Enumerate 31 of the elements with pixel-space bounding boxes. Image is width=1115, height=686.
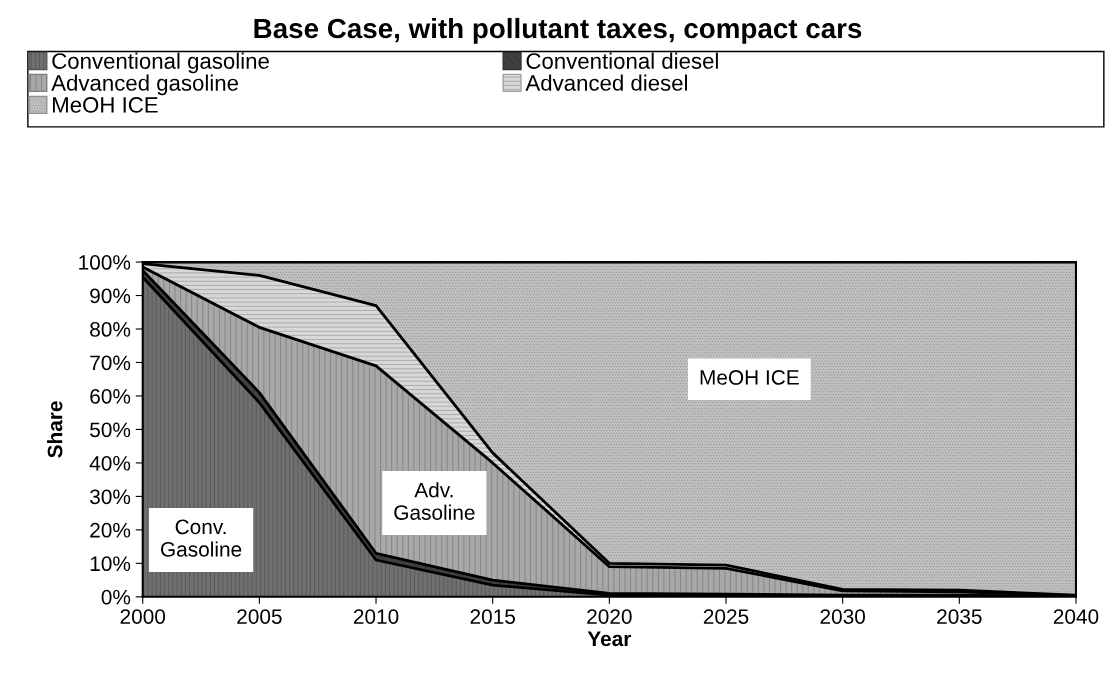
x-tick-label: 2040 <box>1053 609 1099 624</box>
x-tick-label: 2035 <box>937 609 982 624</box>
legend-label: Conventional gasoline <box>52 52 269 74</box>
x-tick-label: 2005 <box>237 609 282 624</box>
annotation: MeOH ICE <box>700 370 799 385</box>
y-tick-label: 60% <box>90 388 131 404</box>
legend-label: Conventional diesel <box>526 52 718 69</box>
y-tick-label: 100% <box>79 255 131 270</box>
y-tick-label: 20% <box>90 522 131 538</box>
x-tick-label: 2000 <box>120 609 166 624</box>
y-tick-label: 0% <box>101 589 131 605</box>
annotation: Adv. Gasoline <box>394 482 475 520</box>
x-axis-title: Year <box>587 631 632 647</box>
y-tick-label: 30% <box>90 489 131 505</box>
legend-label: MeOH ICE <box>53 97 158 113</box>
legend-label: Advanced gasoline <box>51 74 238 96</box>
x-tick-label: 2020 <box>587 609 632 624</box>
x-tick-label: 2015 <box>470 609 515 624</box>
legend-label: Advanced diesel <box>525 74 687 91</box>
y-tick-label: 40% <box>89 455 131 471</box>
y-tick-label: 70% <box>90 355 131 371</box>
x-tick-label: 2010 <box>353 609 399 624</box>
chart-title: Base Case, with pollutant taxes, compact cars <box>254 17 862 44</box>
y-tick-label: 90% <box>90 288 131 304</box>
x-tick-label: 2030 <box>820 609 866 624</box>
y-axis-title: Share <box>47 401 63 458</box>
y-tick-label: 10% <box>90 556 131 572</box>
x-tick-label: 2025 <box>703 609 749 624</box>
y-tick-label: 80% <box>90 322 131 337</box>
annotation: Conv. Gasoline <box>160 519 242 557</box>
y-tick-label: 50% <box>90 422 131 438</box>
